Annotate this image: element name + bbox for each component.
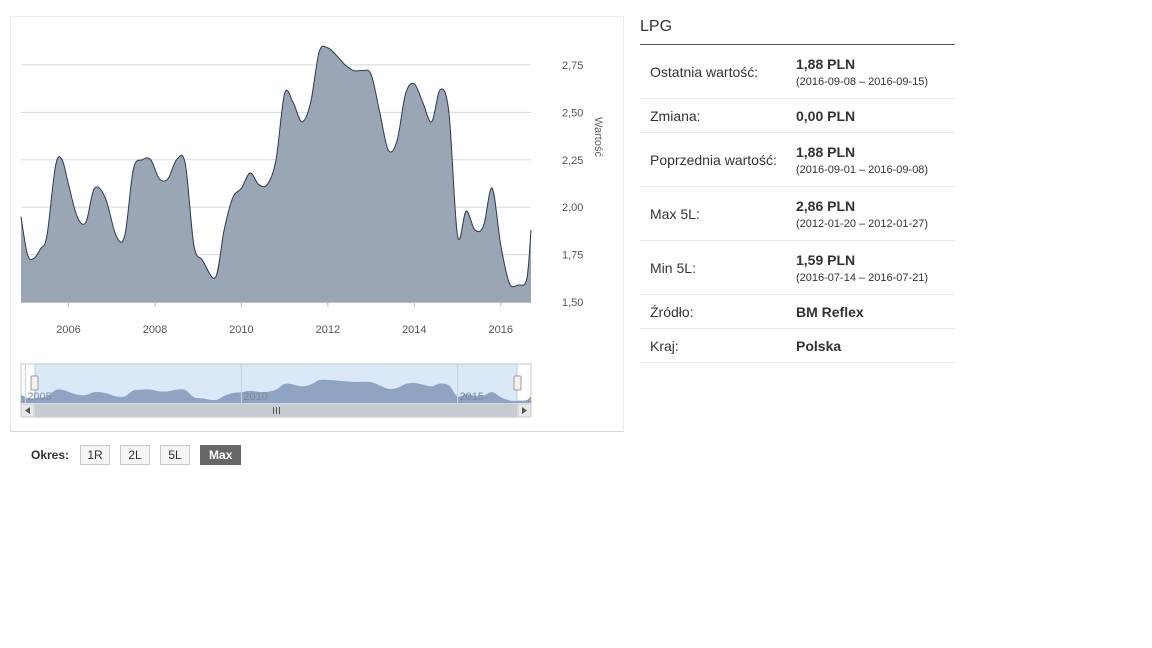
max-5l-label: Max 5L:	[650, 205, 700, 222]
chevron-left-icon	[25, 407, 30, 414]
info-row-country: Kraj: Polska	[640, 329, 955, 363]
y-tick-label: 1,75	[562, 250, 583, 262]
max-5l-range: (2012-01-20 – 2012-01-27)	[796, 217, 929, 230]
last-value-range: (2016-09-08 – 2016-09-15)	[796, 75, 929, 88]
last-value: 1,88 PLN	[796, 55, 856, 72]
navigator-tick-label: 2010	[243, 391, 267, 403]
y-tick-label: 2,25	[562, 155, 583, 167]
info-row-previous-value: Poprzednia wartość: 1,88 PLN (2016-09-01…	[640, 133, 955, 187]
source-label: Źródło:	[650, 303, 694, 320]
previous-value: 1,88 PLN	[796, 143, 856, 160]
y-axis-label: Wartość	[592, 117, 604, 157]
navigator-left-handle[interactable]	[30, 375, 39, 391]
price-area-series	[21, 46, 531, 303]
info-row-source: Źródło: BM Reflex	[640, 295, 955, 329]
period-button-1r[interactable]: 1R	[80, 445, 111, 465]
x-tick-label: 2014	[402, 324, 426, 336]
x-tick-label: 2016	[489, 324, 513, 336]
navigator-area-series	[21, 379, 531, 403]
last-value-label: Ostatnia wartość:	[650, 63, 759, 80]
x-tick-label: 2010	[229, 324, 253, 336]
min-5l-range: (2016-07-14 – 2016-07-21)	[796, 271, 929, 284]
country-label: Kraj:	[650, 337, 679, 354]
previous-value-range: (2016-09-01 – 2016-09-08)	[796, 163, 929, 176]
info-row-max-5l: Max 5L: 2,86 PLN (2012-01-20 – 2012-01-2…	[640, 187, 955, 241]
y-tick-label: 2,00	[562, 202, 583, 214]
period-button-max[interactable]: Max	[200, 445, 242, 465]
navigator-right-handle[interactable]	[513, 375, 522, 391]
change-value: 0,00 PLN	[796, 107, 856, 124]
chevron-right-icon	[522, 407, 527, 414]
y-tick-label: 1,50	[562, 297, 583, 309]
info-row-min-5l: Min 5L: 1,59 PLN (2016-07-14 – 2016-07-2…	[640, 241, 955, 295]
navigator-tick-label: 2015	[460, 391, 484, 403]
x-tick-label: 2006	[56, 324, 80, 336]
x-tick-label: 2008	[143, 324, 167, 336]
period-button-5l[interactable]: 5L	[160, 445, 191, 465]
price-chart: 2006 2008 2010 2012 2014 2016 1,50 1,75 2,00 2,2…	[20, 45, 604, 418]
info-row-change: Zmiana: 0,00 PLN	[640, 99, 955, 133]
source-value: BM Reflex	[796, 303, 864, 320]
period-button-2l[interactable]: 2L	[120, 445, 151, 465]
period-selector: Okres: 1R 2L 5L Max	[31, 444, 251, 466]
min-5l-label: Min 5L:	[650, 259, 696, 276]
navigator-tick-label: 2005	[27, 391, 51, 403]
info-row-last-value: Ostatnia wartość: 1,88 PLN (2016-09-08 –…	[640, 45, 955, 99]
min-5l-value: 1,59 PLN	[796, 251, 856, 268]
y-tick-label: 2,50	[562, 107, 583, 119]
scrollbar-grip-icon	[273, 407, 280, 414]
price-line-series	[20, 45, 532, 288]
x-tick-label: 2012	[316, 324, 340, 336]
period-label: Okres:	[31, 448, 70, 462]
y-tick-label: 2,75	[562, 60, 583, 72]
previous-value-label: Poprzednia wartość:	[650, 151, 777, 168]
chart-panel: 2006 2008 2010 2012 2014 2016 1,50 1,75 2,00 2,2…	[10, 16, 624, 432]
country-value: Polska	[796, 337, 842, 354]
info-panel: LPG Ostatnia wartość: 1,88 PLN (2016-09-…	[640, 18, 955, 363]
info-title: LPG	[640, 18, 955, 45]
max-5l-value: 2,86 PLN	[796, 197, 856, 214]
change-label: Zmiana:	[650, 107, 701, 124]
